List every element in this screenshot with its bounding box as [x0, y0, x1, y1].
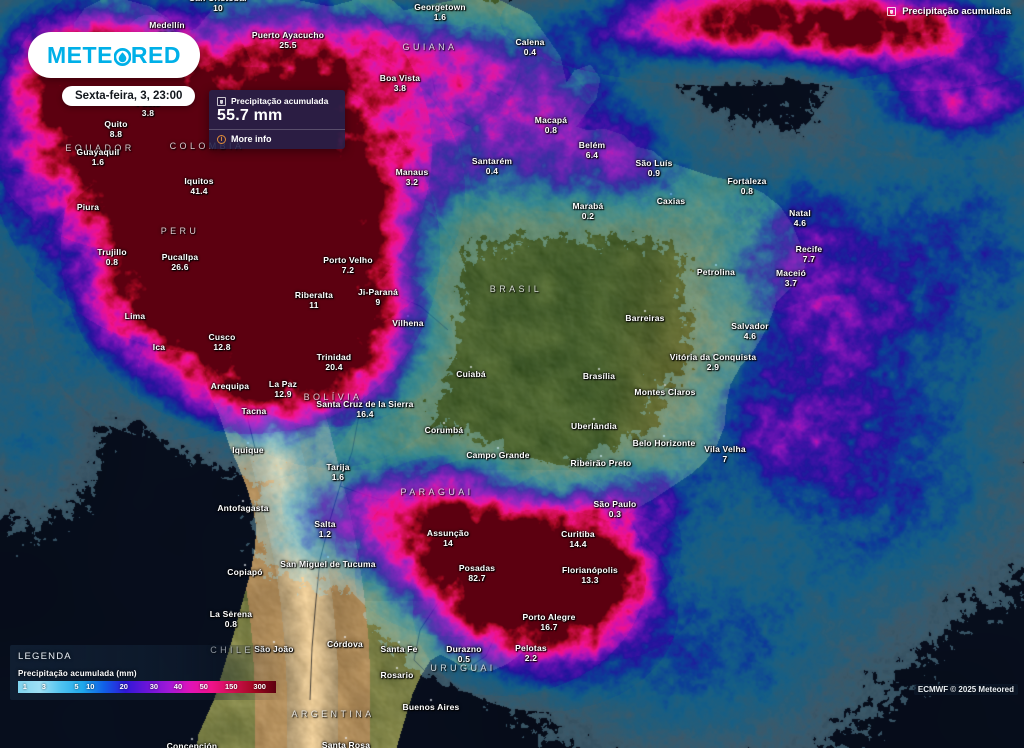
logo-text-part2: RED — [130, 41, 181, 68]
legend-tick: 300 — [253, 682, 266, 691]
more-info-button[interactable]: i More info — [209, 130, 345, 149]
popup-divider — [209, 129, 345, 130]
legend-subtitle: Precipitação acumulada (mm) — [18, 669, 137, 678]
legend-tick: 40 — [173, 682, 183, 691]
legend-heading: LEGENDA — [18, 651, 72, 662]
popup-header: Precipitação acumulada — [217, 96, 337, 106]
legend-tick: 3 — [41, 682, 46, 691]
legend-gradient — [18, 681, 276, 693]
precipitation-info-popup[interactable]: Precipitação acumulada 55.7 mm i More in… — [209, 90, 345, 149]
legend-tick: 50 — [199, 682, 208, 691]
layer-icon — [887, 7, 897, 16]
more-info-label: More info — [231, 134, 272, 144]
logo-text: METE RED — [47, 42, 181, 69]
legend-tick: 150 — [225, 682, 238, 691]
layer-icon — [217, 96, 226, 106]
popup-value-row: Precipitação acumulada 55.7 mm — [209, 90, 345, 129]
active-layer-badge[interactable]: Precipitação acumulada — [887, 6, 1011, 17]
legend-color-bar[interactable]: 1 3 5 10 20 30 40 50 150 300 — [18, 681, 276, 693]
popup-value: 55.7 mm — [217, 107, 283, 124]
info-circle-icon: i — [217, 134, 226, 144]
legend-tick-labels: 1 3 5 10 20 30 40 50 150 300 — [18, 681, 276, 693]
active-layer-label: Precipitação acumulada — [902, 6, 1011, 17]
legend-tick: 10 — [86, 682, 95, 691]
legend-tick: 5 — [74, 682, 79, 691]
legend-tick: 1 — [22, 682, 27, 691]
legend-tick: 20 — [119, 682, 128, 691]
map-attribution: ECMWF © 2025 Meteored — [913, 684, 1018, 695]
popup-title: Precipitação acumulada — [231, 96, 329, 106]
logo-text-part1: METE — [47, 41, 113, 68]
legend-tick: 30 — [149, 682, 159, 691]
meteored-logo[interactable]: METE RED — [28, 32, 200, 78]
water-drop-icon — [113, 47, 131, 66]
forecast-date-pill[interactable]: Sexta-feira, 3, 23:00 — [62, 86, 196, 106]
